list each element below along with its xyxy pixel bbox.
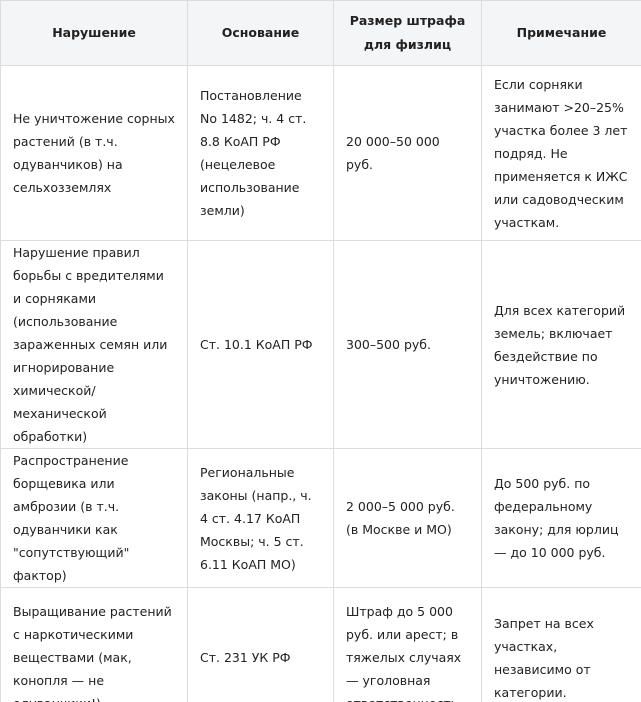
header-row: Нарушение Основание Размер штрафа для физл… (0, 0, 641, 66)
table-cell: Ст. 231 УК РФ (187, 587, 334, 702)
table-cell: Ст. 10.1 КоАП РФ (187, 240, 334, 449)
table-cell: Штраф до 5 000 руб. или арест; в тяжелых… (333, 587, 482, 702)
table-row: Выращивание растений с наркотическими ве… (0, 587, 641, 702)
table-row: Распространение борщевика или амброзии (… (0, 448, 641, 588)
table-row: Нарушение правил борьбы с вредителями и … (0, 240, 641, 449)
table-cell: Для всех категорий земель; включает безд… (481, 240, 641, 449)
table-cell: Распространение борщевика или амброзии (… (0, 448, 188, 588)
table-cell: Не уничтожение сорных растений (в т.ч. о… (0, 65, 188, 241)
table-cell: Региональные законы (напр., ч. 4 ст. 4.1… (187, 448, 334, 588)
table-cell: Выращивание растений с наркотическими ве… (0, 587, 188, 702)
table-cell: 2 000–5 000 руб. (в Москве и МО) (333, 448, 482, 588)
table-row: Не уничтожение сорных растений (в т.ч. о… (0, 65, 641, 241)
header-cell: Нарушение (0, 0, 188, 66)
header-cell: Основание (187, 0, 334, 66)
table-body: Не уничтожение сорных растений (в т.ч. о… (0, 65, 641, 702)
header-cell: Примечание (481, 0, 641, 66)
table-cell: Запрет на всех участках, независимо от к… (481, 587, 641, 702)
header-cell: Размер штрафа для физлиц (333, 0, 482, 66)
table-cell: 300–500 руб. (333, 240, 482, 449)
table-cell: Постановление No 1482; ч. 4 ст. 8.8 КоАП… (187, 65, 334, 241)
table-cell: Если сорняки занимают >20–25% участка бо… (481, 65, 641, 241)
table-cell: 20 000–50 000 руб. (333, 65, 482, 241)
table-cell: До 500 руб. по федеральному закону; для … (481, 448, 641, 588)
table-header: Нарушение Основание Размер штрафа для физл… (0, 0, 641, 66)
table-cell: Нарушение правил борьбы с вредителями и … (0, 240, 188, 449)
